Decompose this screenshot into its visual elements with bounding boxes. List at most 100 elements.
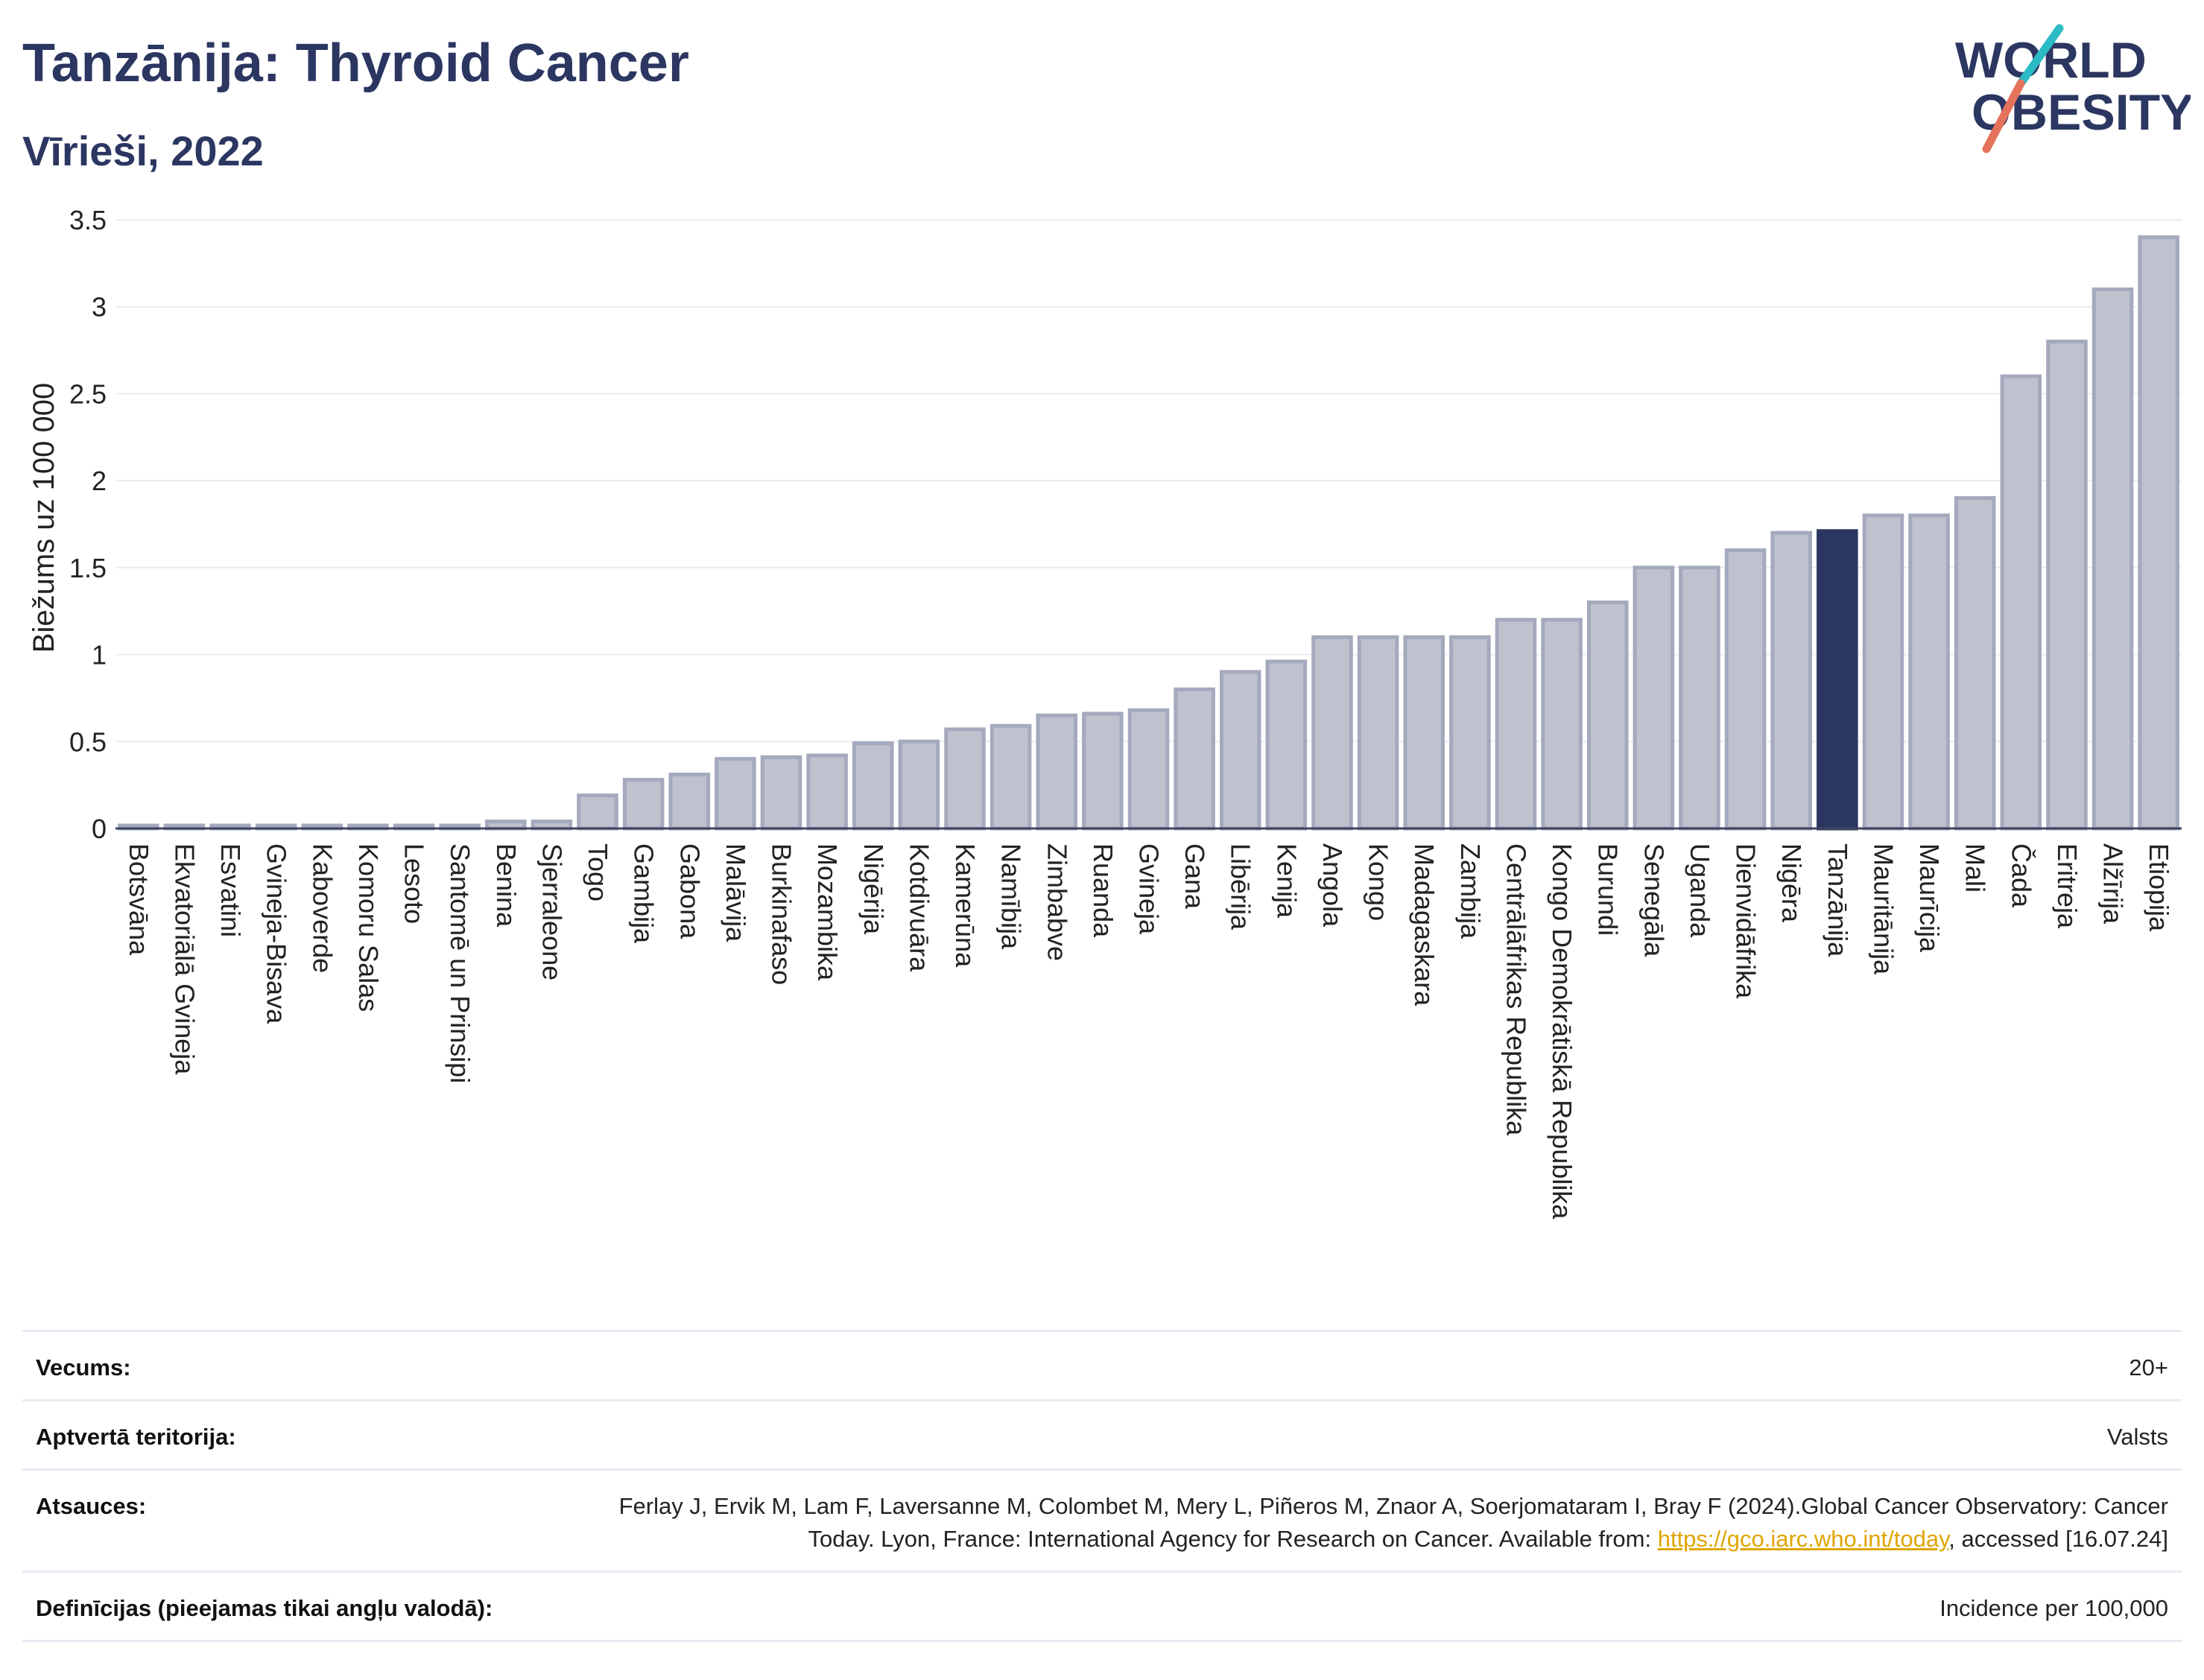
bar <box>1862 513 1904 831</box>
x-tick-label: Burkinafaso <box>767 843 797 985</box>
meta-label-territory: Aptvertā teritorija: <box>36 1424 236 1450</box>
x-tick-label: Kongo Demokrātiskā Republika <box>1547 843 1577 1220</box>
x-tick-label: Mali <box>1960 843 1991 893</box>
y-tick-labels: 0 0.5 1 1.5 2 2.5 3 3.5 <box>69 205 107 844</box>
x-tick-label: Namībija <box>996 843 1027 950</box>
bar <box>1036 713 1078 831</box>
bar <box>852 741 894 831</box>
meta-value-references: Ferlay J, Ervik M, Lam F, Laversanne M, … <box>618 1490 2168 1556</box>
bar <box>989 723 1032 831</box>
y-tick-label: 1.5 <box>69 553 107 583</box>
meta-value-age: 20+ <box>2129 1354 2168 1381</box>
bar <box>898 739 940 831</box>
bars <box>118 235 2179 831</box>
meta-value-definitions: Incidence per 100,000 <box>1939 1595 2168 1621</box>
x-tick-label: Mozambika <box>812 843 843 981</box>
y-tick-label: 2 <box>92 466 107 496</box>
x-tick-label: Eritreja <box>2052 843 2083 929</box>
x-tick-label: Togo <box>583 843 613 901</box>
bar <box>2091 287 2134 831</box>
bar <box>1357 635 1399 831</box>
bar <box>2138 235 2179 831</box>
x-tick-label: Zimbabve <box>1042 843 1072 961</box>
bar <box>1219 670 1261 831</box>
x-tick-label: Kotdivuāra <box>904 843 934 972</box>
x-tick-label: Ruanda <box>1088 843 1118 938</box>
reference-accessed: , accessed [16.07.24] <box>1948 1526 2168 1552</box>
x-tick-label: Tanzānija <box>1823 843 1853 957</box>
x-tick-label: Etiopija <box>2144 843 2174 932</box>
x-tick-label: Kenija <box>1271 843 1302 919</box>
bar <box>1724 548 1767 831</box>
bar <box>1541 618 1583 831</box>
y-tick-label: 0 <box>92 814 107 844</box>
meta-row-references: Atsauces: Ferlay J, Ervik M, Lam F, Lave… <box>22 1468 2182 1570</box>
y-tick-label: 2.5 <box>69 378 107 409</box>
world-obesity-logo: WORLD OBESITY <box>1955 24 2191 153</box>
meta-label-definitions: Definīcijas (pieejamas tikai angļu valod… <box>36 1595 493 1621</box>
x-tick-label: Esvatini <box>215 843 246 937</box>
y-tick-label: 3.5 <box>69 205 107 235</box>
x-tick-label: Libērija <box>1226 843 1256 931</box>
x-tick-label: Malāvija <box>721 843 751 942</box>
meta-value-territory: Valsts <box>2106 1424 2168 1450</box>
x-tick-label: Kaboverde <box>307 843 338 973</box>
x-tick-label: Čada <box>2006 843 2036 908</box>
bar <box>1633 565 1675 831</box>
x-tick-label: Alžīrija <box>2098 843 2129 925</box>
x-tick-labels: Botsvāna Ekvatoriālā Gvineja Esvatini Gvine… <box>124 843 2174 1220</box>
bar-chart: 0 0.5 1 1.5 2 2.5 3 3.5 Botsvāna Ekvatoriālā Gvi… <box>28 205 2182 1220</box>
bar <box>806 753 848 831</box>
bar <box>1174 687 1215 831</box>
y-axis-label: Biežums uz 100 000 <box>28 383 60 653</box>
meta-row-definitions: Definīcijas (pieejamas tikai angļu valod… <box>22 1570 2182 1642</box>
x-tick-label: Gabona <box>674 843 705 939</box>
bar <box>1954 495 1996 831</box>
x-tick-label: Dienvidāfrika <box>1731 843 1761 999</box>
bar <box>2046 339 2088 831</box>
x-tick-label: Botsvāna <box>124 843 154 956</box>
x-tick-label: Senegāla <box>1638 843 1669 957</box>
x-tick-label: Centrālāfrikas Republika <box>1501 843 1531 1136</box>
bar <box>760 755 802 831</box>
x-tick-label: Lesoto <box>399 843 430 924</box>
bar <box>577 793 618 831</box>
bar <box>622 778 665 831</box>
x-tick-label: Mauritānija <box>1868 843 1899 975</box>
x-tick-label: Sjerraleone <box>536 843 567 980</box>
metadata-table: Vecums: 20+ Aptvertā teritorija: Valsts … <box>22 1330 2182 1642</box>
x-tick-label: Gambija <box>629 843 659 944</box>
page-subtitle: Vīrieši, 2022 <box>22 127 264 174</box>
x-tick-label: Gana <box>1179 843 1210 910</box>
bar <box>1679 565 1720 831</box>
bar <box>1908 513 1950 831</box>
y-tick-label: 1 <box>92 640 107 671</box>
meta-label-age: Vecums: <box>36 1354 131 1381</box>
bar <box>715 757 756 831</box>
meta-row-age: Vecums: 20+ <box>22 1330 2182 1399</box>
meta-row-territory: Aptvertā teritorija: Valsts <box>22 1399 2182 1468</box>
bar <box>1311 635 1353 831</box>
x-tick-label: Angola <box>1317 843 1348 928</box>
page-title: Tanzānija: Thyroid Cancer <box>22 34 689 93</box>
x-tick-label: Komoru Salas <box>353 843 384 1012</box>
x-tick-label: Gvineja <box>1134 843 1165 935</box>
reference-text: Ferlay J, Ervik M, Lam F, Laversanne M, … <box>618 1493 2168 1552</box>
x-tick-label: Uganda <box>1685 843 1715 938</box>
y-tick-label: 3 <box>92 292 107 323</box>
x-tick-label: Kamerūna <box>950 843 981 968</box>
bar <box>1770 530 1812 831</box>
bar <box>668 773 711 831</box>
x-tick-label: Nigēra <box>1776 843 1807 923</box>
x-tick-label: Burundi <box>1593 843 1624 936</box>
reference-link[interactable]: https://gco.iarc.who.int/today <box>1657 1526 1949 1552</box>
x-tick-label: Ekvatoriālā Gvineja <box>169 843 200 1075</box>
bar <box>1586 600 1629 831</box>
logo-accent-coral <box>1982 79 2025 153</box>
x-tick-label: Kongo <box>1364 843 1394 921</box>
x-tick-label: Zambija <box>1455 843 1486 939</box>
x-tick-label: Santomē un Prinsipi <box>445 843 475 1083</box>
x-tick-label: Benina <box>491 843 522 928</box>
meta-label-references: Atsauces: <box>36 1493 147 1519</box>
bar <box>1449 635 1491 831</box>
